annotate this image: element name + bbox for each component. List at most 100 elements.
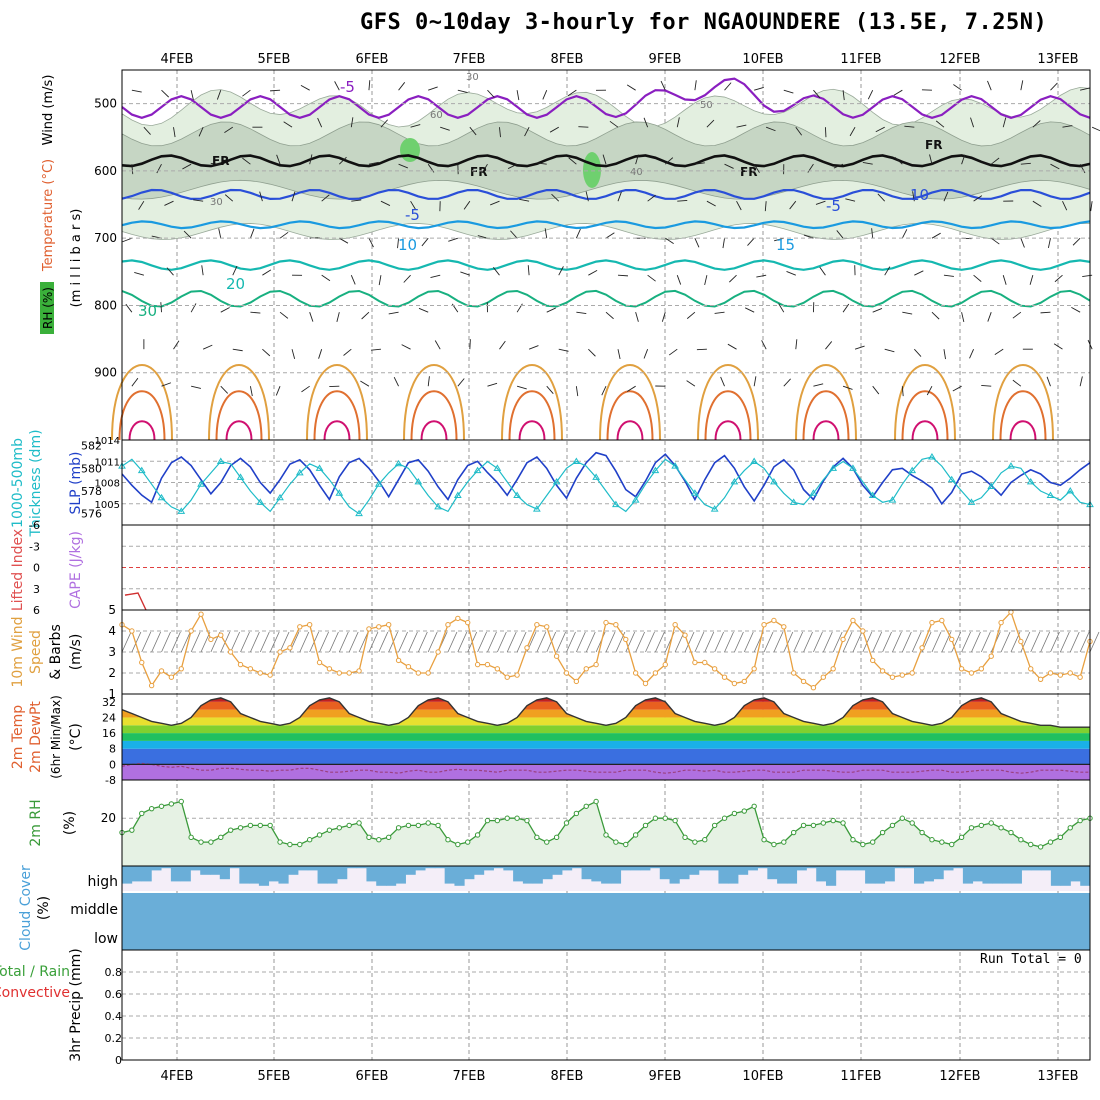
wind-barb <box>913 348 922 357</box>
cloud-high-bar <box>386 866 397 886</box>
wind-tick-label: 3 <box>108 645 116 659</box>
wind-barb <box>125 303 133 313</box>
wind-barb <box>339 237 349 244</box>
wind-barb-10m <box>1030 631 1041 653</box>
wind-barb-10m <box>882 631 892 653</box>
wind-barb <box>321 194 330 202</box>
wind-speed-point <box>1067 670 1073 676</box>
total-rain-label: Total / Rain <box>0 964 70 980</box>
wind-barb <box>696 348 707 351</box>
wind-barb-10m <box>269 631 280 653</box>
rh-point <box>810 822 817 829</box>
wind-barb <box>1091 126 1100 132</box>
wind-barb <box>987 312 992 322</box>
rh-point <box>237 825 244 831</box>
cloud-high-bar <box>131 866 142 882</box>
contour-label: 20 <box>226 275 245 293</box>
rh-point <box>455 841 461 848</box>
thickness-point <box>671 462 680 469</box>
rh-point <box>1057 834 1064 841</box>
rh-unit-label: (%) <box>62 811 78 835</box>
wind-barb <box>694 237 700 248</box>
rh-point <box>702 837 708 843</box>
wind-barb <box>321 274 331 282</box>
temp-band <box>122 740 1090 749</box>
pressure-tick-label: 600 <box>94 164 117 178</box>
wind-barb <box>499 127 501 138</box>
wind-speed-point <box>139 659 145 666</box>
wind-speed-point <box>405 664 412 670</box>
wind-barb <box>283 121 293 128</box>
wind-barb <box>647 274 656 282</box>
cloud-high-bar <box>904 866 915 869</box>
wind-barb-10m <box>783 631 794 653</box>
wind-barb <box>487 89 495 98</box>
wind-speed-point <box>672 622 678 628</box>
wind-barb <box>487 382 498 387</box>
cloud-high-bar <box>522 866 534 884</box>
wind-barb-10m <box>585 631 596 653</box>
wind-barb <box>602 154 607 165</box>
wind-barb <box>1054 274 1063 283</box>
wind-speed-point <box>949 636 955 643</box>
wind-barb <box>722 238 725 249</box>
cloud-high-bar <box>307 866 318 871</box>
wind-barb <box>753 163 760 173</box>
thickness-point <box>513 491 521 499</box>
wind-speed-point <box>820 674 827 680</box>
wind-speed-point <box>800 678 807 685</box>
wind-barb <box>527 265 530 276</box>
warm-layer-contour <box>208 364 270 441</box>
rh-point <box>494 817 501 824</box>
temp-tick-label: 32 <box>102 696 116 709</box>
wind-speed-point <box>455 615 461 622</box>
wind-speed-point <box>129 628 135 634</box>
rh-point <box>1067 825 1073 831</box>
rh-point <box>524 817 530 824</box>
pressure-tick-label: 700 <box>94 231 117 245</box>
wind-barb <box>242 89 251 97</box>
temp-axis-label: 2m Temp <box>10 705 26 769</box>
wind-barb-10m <box>536 631 547 653</box>
rh-point <box>958 834 965 841</box>
wind-barb <box>309 154 313 165</box>
wind-barb-10m <box>398 631 408 653</box>
wind-barb-10m <box>862 631 873 653</box>
isotherm-5 <box>121 188 1091 201</box>
wind-speed-point <box>1077 674 1083 680</box>
warm-layer-contour <box>420 420 448 441</box>
rh-point <box>514 815 520 821</box>
isotherm-10 <box>121 220 1091 230</box>
wind-barb <box>338 156 347 165</box>
wind-barb-10m <box>319 631 329 653</box>
cloud-high-bar <box>874 866 886 884</box>
rh-point <box>623 841 629 848</box>
wind-barb <box>1050 82 1058 91</box>
rh-point <box>198 839 204 845</box>
wind-speed-point <box>761 622 767 628</box>
wind-barb-10m <box>1060 631 1070 653</box>
thickness-point <box>1046 491 1055 499</box>
rh-point <box>889 822 896 829</box>
wind-speed-point <box>198 611 204 617</box>
cloud-high-bar <box>327 866 338 884</box>
wind-barb <box>664 157 674 165</box>
cloud-high-bar <box>767 866 778 880</box>
precip-tick-label: 0.2 <box>105 1032 123 1045</box>
wind-barb <box>568 157 577 165</box>
li-tick-label: 3 <box>33 583 40 596</box>
thickness-point <box>473 466 482 474</box>
precip-axis-label: 3hr Precip (mm) <box>68 948 84 1061</box>
cloud-high-bar <box>219 866 230 880</box>
rh2m-axis-label: 2m RH <box>28 799 44 846</box>
wind-barb-10m <box>911 631 922 653</box>
contour-label: 40 <box>630 167 643 178</box>
wind-barb <box>336 312 340 322</box>
wind-barb <box>519 198 530 202</box>
wind-barb <box>862 162 873 165</box>
wind-barb <box>309 312 314 322</box>
wind-barb <box>457 89 468 94</box>
thickness-point <box>236 473 245 480</box>
wind-speed-point <box>869 657 876 664</box>
wind-barb <box>218 228 222 239</box>
